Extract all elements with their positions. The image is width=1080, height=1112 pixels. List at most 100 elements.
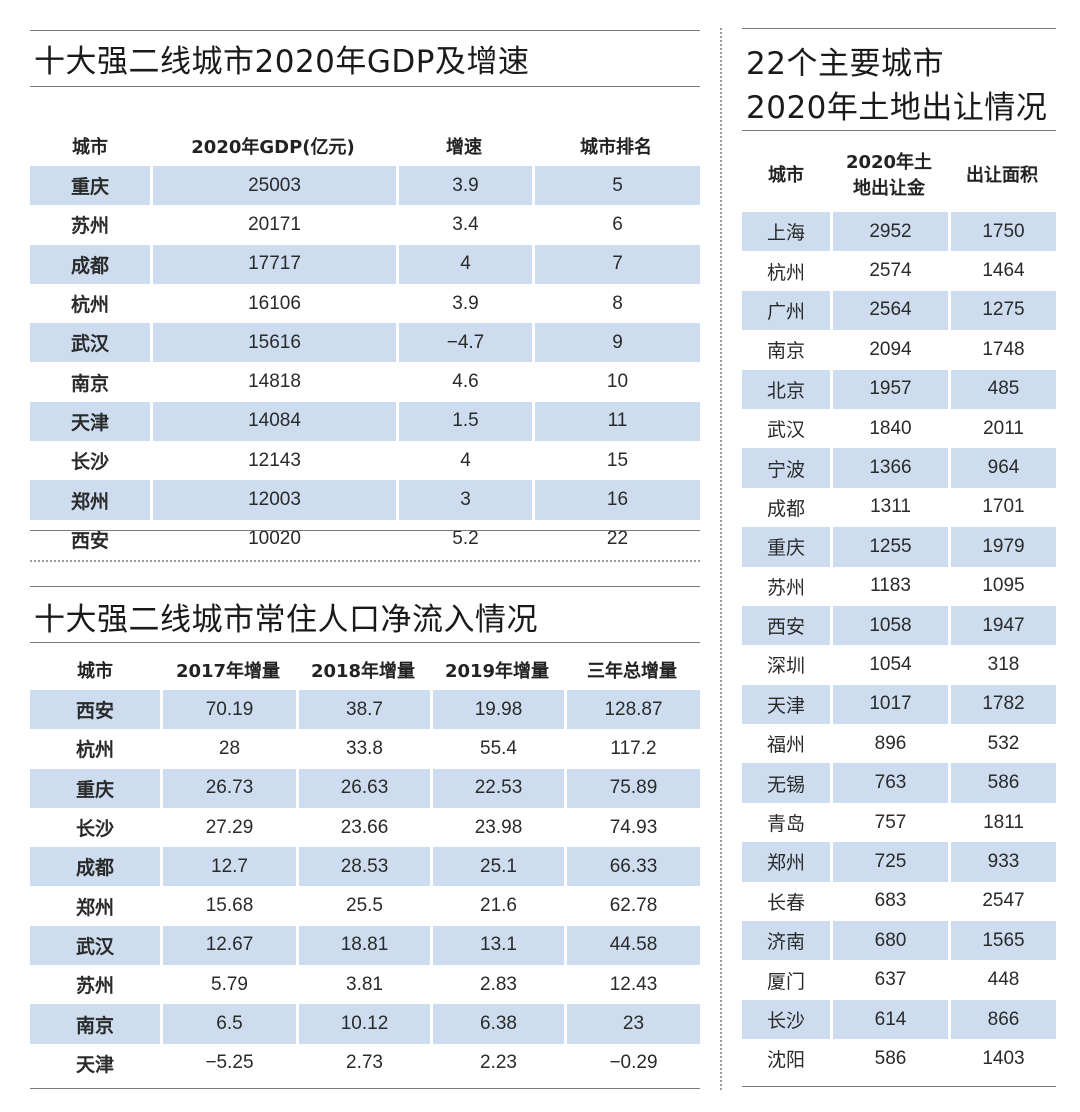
value-cell: 1183	[830, 566, 948, 606]
value-cell: 1095	[948, 566, 1056, 606]
table-row: 南京 2094 1748	[742, 330, 1056, 370]
table-row: 苏州 20171 3.4 6	[30, 205, 700, 245]
column-header: 2020年土 地出让金	[845, 152, 933, 199]
value-cell: 74.93	[564, 807, 700, 848]
value-cell: 128.87	[564, 690, 700, 730]
table-row: 郑州 725 933	[742, 842, 1056, 882]
value-cell: 2011	[948, 408, 1056, 449]
land-table-title-line2: 2020年土地出让情况	[746, 90, 1048, 126]
table-row: 苏州 1183 1095	[742, 566, 1056, 606]
city-cell: 西安	[742, 605, 830, 646]
table-row: 济南 680 1565	[742, 921, 1056, 961]
city-cell: 成都	[30, 847, 160, 887]
table-row: 西安 70.19 38.7 19.98 128.87	[30, 690, 700, 730]
value-cell: 6.38	[430, 1004, 564, 1044]
value-cell: 1840	[830, 408, 948, 449]
city-cell: 武汉	[30, 925, 160, 966]
gdp-table: 城市 2020年GDP(亿元) 增速 城市排名 重庆 25003 3.9 5 苏州 20171 3…	[30, 126, 700, 559]
table-row: 长沙 12143 4 15	[30, 441, 700, 481]
column-header: 城市	[72, 137, 108, 158]
table-row: 杭州 2574 1464	[742, 251, 1056, 291]
table-row: 武汉 1840 2011	[742, 408, 1056, 449]
city-cell: 苏州	[766, 576, 805, 599]
city-cell: 西安	[70, 529, 109, 552]
value-cell: 3.9	[396, 166, 532, 206]
value-cell: 55.4	[430, 729, 564, 769]
value-cell: 2952	[830, 212, 948, 252]
value-cell: −4.7	[396, 323, 532, 363]
city-cell: 无锡	[742, 763, 830, 803]
value-cell: 15616	[150, 323, 396, 363]
value-cell: 25.5	[296, 886, 430, 926]
value-cell: 3.4	[396, 205, 532, 245]
value-cell: 15	[532, 441, 700, 481]
city-cell: 杭州	[766, 261, 805, 284]
value-cell: 725	[830, 842, 948, 882]
value-cell: 1947	[948, 605, 1056, 646]
city-cell: 重庆	[30, 768, 160, 808]
population-panel: 十大强二线城市常住人口净流入情况 城市 2017年增量 2018年增量 2019年增量…	[30, 586, 700, 1090]
value-cell: 5	[532, 166, 700, 206]
city-cell: 武汉	[30, 323, 150, 363]
value-cell: 12.67	[160, 925, 296, 966]
value-cell: 1017	[830, 684, 948, 725]
city-cell: 杭州	[75, 739, 114, 762]
value-cell: 2564	[830, 290, 948, 331]
city-cell: 广州	[742, 290, 830, 331]
value-cell: 637	[830, 960, 948, 1000]
value-cell: 12.43	[564, 965, 700, 1005]
city-cell: 苏州	[75, 975, 114, 998]
value-cell: 21.6	[430, 886, 564, 926]
value-cell: 13.1	[430, 925, 564, 966]
top-rule	[30, 586, 700, 587]
land-panel: 22个主要城市 2020年土地出让情况 城市 2020年土 地出让金 出让面积 上海…	[742, 28, 1056, 1088]
value-cell: 15.68	[160, 886, 296, 926]
city-cell: 济南	[742, 921, 830, 961]
table-row: 西安 10020 5.2 22	[30, 519, 700, 559]
value-cell: 26.63	[296, 768, 430, 808]
value-cell: 1565	[948, 921, 1056, 961]
value-cell: 12143	[150, 441, 396, 481]
table-row: 杭州 16106 3.9 8	[30, 283, 700, 324]
population-table-title: 十大强二线城市常住人口净流入情况	[34, 602, 538, 638]
value-cell: 70.19	[160, 690, 296, 730]
value-cell: 20171	[150, 205, 396, 245]
value-cell: 27.29	[160, 807, 296, 848]
bottom-rule	[742, 1086, 1056, 1087]
value-cell: 9	[532, 323, 700, 363]
value-cell: 4	[396, 244, 532, 284]
table-row: 武汉 12.67 18.81 13.1 44.58	[30, 925, 700, 966]
value-cell: 16	[532, 480, 700, 520]
value-cell: 23.98	[430, 807, 564, 848]
top-rule	[30, 30, 700, 31]
value-cell: 3	[396, 480, 532, 520]
column-header: 2020年GDP(亿元)	[191, 137, 355, 158]
city-cell: 上海	[742, 212, 830, 252]
city-cell: 长沙	[75, 818, 114, 841]
table-row: 武汉 15616 −4.7 9	[30, 323, 700, 363]
city-cell: 武汉	[766, 419, 805, 442]
value-cell: 2.73	[296, 1043, 430, 1083]
value-cell: 318	[948, 645, 1056, 685]
value-cell: 44.58	[564, 925, 700, 966]
table-row: 南京 14818 4.6 10	[30, 362, 700, 402]
column-header: 城市	[768, 165, 804, 186]
table-row: 深圳 1054 318	[742, 645, 1056, 685]
table-row: 青岛 757 1811	[742, 802, 1056, 843]
value-cell: 28	[160, 729, 296, 769]
value-cell: 4	[396, 441, 532, 481]
city-cell: 厦门	[766, 970, 805, 993]
table-row: 重庆 1255 1979	[742, 527, 1056, 567]
value-cell: 14084	[150, 401, 396, 442]
city-cell: 长沙	[742, 999, 830, 1040]
table-row: 厦门 637 448	[742, 960, 1056, 1000]
city-cell: 成都	[766, 497, 805, 520]
table-row: 福州 896 532	[742, 724, 1056, 764]
value-cell: 1403	[948, 1039, 1056, 1079]
table-row: 长春 683 2547	[742, 881, 1056, 922]
table-row: 西安 1058 1947	[742, 605, 1056, 646]
table-row: 沈阳 586 1403	[742, 1039, 1056, 1079]
table-row: 成都 1311 1701	[742, 487, 1056, 528]
table-row: 上海 2952 1750	[742, 212, 1056, 252]
value-cell: 1054	[830, 645, 948, 685]
